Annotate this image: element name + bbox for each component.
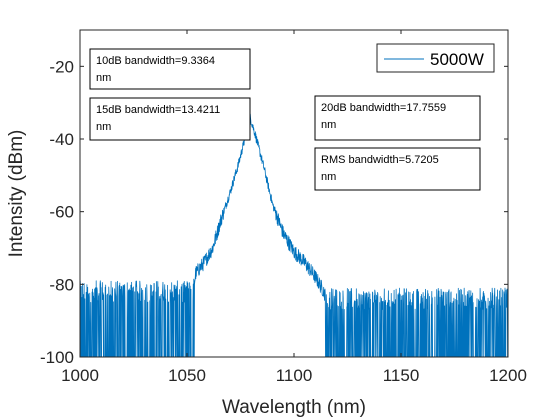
legend-box xyxy=(376,43,495,73)
annotation-box: RMS bandwidth=5.7205 nm xyxy=(314,147,481,191)
annotation-frame xyxy=(314,95,481,141)
legend: 5000W xyxy=(376,43,495,73)
annotation-text: 20dB bandwidth=17.7559 xyxy=(321,102,446,114)
x-axis-label: Wavelength (nm) xyxy=(222,397,366,418)
annotation-text: nm xyxy=(96,121,111,133)
y-tick-label: -40 xyxy=(49,130,74,149)
y-axis-label: Intensity (dBm) xyxy=(6,130,27,258)
x-tick-label: 1050 xyxy=(168,366,206,385)
x-tick-label: 1200 xyxy=(489,366,527,385)
x-tick-label: 1000 xyxy=(61,366,99,385)
series-line-5000w xyxy=(80,113,508,357)
annotation-text: 15dB bandwidth=13.4211 xyxy=(96,104,220,116)
axis-ticks: 1000 1050 1100 1150 1200 -100 -80 -60 -40 -20 xyxy=(40,30,527,385)
annotation-box: 20dB bandwidth=17.7559 nm xyxy=(314,95,481,141)
y-tick-label: -20 xyxy=(49,57,74,76)
y-tick-label: -60 xyxy=(49,203,74,222)
annotation-box: 10dB bandwidth=9.3364 nm xyxy=(89,48,251,90)
annotation-text: RMS bandwidth=5.7205 xyxy=(321,154,439,166)
y-tick-label: -80 xyxy=(49,275,74,294)
annotation-box: 15dB bandwidth=13.4211 nm xyxy=(89,97,251,141)
annotation-text: 10dB bandwidth=9.3364 xyxy=(96,55,215,67)
annotation-text: nm xyxy=(321,119,336,131)
annotation-frame xyxy=(89,97,251,141)
annotation-frame xyxy=(314,147,481,191)
annotation-frame xyxy=(89,48,251,90)
legend-label: 5000W xyxy=(430,50,484,69)
x-tick-label: 1100 xyxy=(276,366,313,385)
series-layer xyxy=(80,113,508,357)
y-tick-label: -100 xyxy=(40,348,74,367)
annotation-text: nm xyxy=(96,72,111,84)
x-tick-label: 1150 xyxy=(383,366,420,385)
annotation-text: nm xyxy=(321,171,336,183)
